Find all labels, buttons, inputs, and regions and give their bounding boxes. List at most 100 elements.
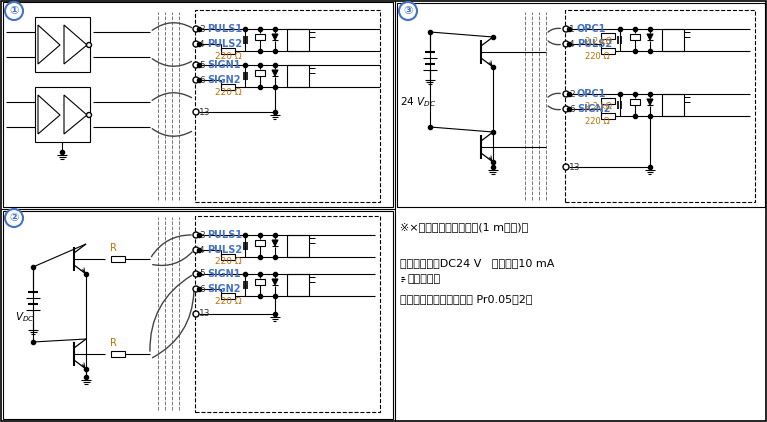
Text: 使用开路集极时推荐设定 Pr0.05＝2。: 使用开路集极时推荐设定 Pr0.05＝2。 [400, 294, 532, 304]
Polygon shape [38, 25, 60, 64]
Text: PULS2: PULS2 [577, 39, 612, 49]
Polygon shape [272, 70, 278, 76]
Bar [287, 65, 309, 87]
Text: 220 Ω: 220 Ω [215, 257, 242, 267]
Bar [195, 216, 380, 412]
Text: SIGN1: SIGN1 [207, 269, 241, 279]
Bar [35, 87, 90, 142]
Text: 1: 1 [569, 24, 574, 33]
Circle shape [193, 271, 199, 277]
Text: $V_{DC}$: $V_{DC}$ [15, 310, 35, 324]
Circle shape [563, 106, 569, 112]
Text: 4: 4 [199, 246, 205, 254]
Polygon shape [272, 34, 278, 40]
Text: 6: 6 [199, 76, 205, 84]
Circle shape [193, 247, 199, 253]
Text: 220 Ω: 220 Ω [585, 51, 610, 60]
Bar [662, 94, 684, 116]
Text: ※×配线长度，请控制在(1 m以内)。: ※×配线长度，请控制在(1 m以内)。 [400, 222, 528, 232]
Text: PULS1: PULS1 [207, 230, 242, 240]
Circle shape [563, 164, 569, 170]
Bar [221, 254, 235, 260]
Text: ①: ① [9, 6, 18, 16]
Bar [630, 34, 640, 40]
Bar [111, 256, 125, 262]
Text: 220 Ω: 220 Ω [215, 297, 242, 306]
Bar [601, 98, 615, 104]
Circle shape [193, 41, 199, 47]
Text: 4: 4 [569, 40, 574, 49]
Text: SIGN1: SIGN1 [207, 60, 241, 70]
Circle shape [193, 286, 199, 292]
Circle shape [87, 43, 91, 48]
Circle shape [193, 26, 199, 32]
Circle shape [193, 232, 199, 238]
Text: 220 Ω: 220 Ω [215, 87, 242, 97]
Circle shape [193, 109, 199, 115]
Text: PULS1: PULS1 [207, 24, 242, 34]
Text: ②: ② [9, 213, 18, 223]
Bar [565, 10, 755, 202]
Text: 为双绞线。: 为双绞线。 [408, 274, 441, 284]
Polygon shape [647, 99, 653, 105]
Bar [601, 113, 615, 119]
Bar [662, 29, 684, 51]
Text: SIGN2: SIGN2 [207, 284, 241, 294]
Circle shape [193, 77, 199, 83]
Text: R: R [110, 338, 117, 348]
Text: 5: 5 [199, 60, 205, 70]
Polygon shape [272, 240, 278, 246]
Text: 2.2 kΩ: 2.2 kΩ [585, 36, 612, 46]
Polygon shape [64, 25, 87, 64]
Text: OPC1: OPC1 [577, 89, 607, 99]
Polygon shape [647, 34, 653, 40]
Bar [255, 70, 265, 76]
Circle shape [87, 113, 91, 117]
Text: 5: 5 [199, 270, 205, 279]
Text: 220 Ω: 220 Ω [585, 116, 610, 125]
Polygon shape [38, 95, 60, 134]
Text: ③: ③ [403, 6, 413, 16]
Text: 13: 13 [199, 108, 210, 116]
Text: 3: 3 [199, 24, 205, 33]
Bar [3, 211, 393, 419]
Bar [601, 48, 615, 54]
Bar [287, 29, 309, 51]
Text: SIGN2: SIGN2 [577, 104, 611, 114]
Text: 4: 4 [199, 40, 205, 49]
Bar [221, 293, 235, 299]
Bar [397, 3, 765, 207]
Bar [255, 34, 265, 40]
Polygon shape [64, 95, 87, 134]
Text: 24 $V_{DC}$: 24 $V_{DC}$ [400, 95, 436, 109]
Bar [111, 351, 125, 357]
Text: 6: 6 [569, 105, 574, 114]
Circle shape [5, 209, 23, 227]
Circle shape [193, 311, 199, 317]
Circle shape [563, 26, 569, 32]
Text: R: R [110, 243, 117, 253]
Text: OPC1: OPC1 [577, 24, 607, 34]
Circle shape [399, 2, 417, 20]
Bar [287, 274, 309, 296]
Text: 最大输入电压DC24 V   额定电洐10 mA: 最大输入电压DC24 V 额定电洐10 mA [400, 258, 555, 268]
Circle shape [563, 41, 569, 47]
Text: 13: 13 [199, 309, 210, 319]
Text: 220 Ω: 220 Ω [215, 51, 242, 60]
Polygon shape [272, 279, 278, 285]
Bar [3, 2, 393, 207]
Text: PULS2: PULS2 [207, 39, 242, 49]
Bar [255, 240, 265, 246]
Text: 3: 3 [199, 230, 205, 240]
Text: 13: 13 [569, 162, 581, 171]
Text: 2.2 kΩ: 2.2 kΩ [585, 102, 612, 111]
Circle shape [5, 2, 23, 20]
Bar [195, 10, 380, 202]
Bar [35, 17, 90, 72]
Bar [221, 84, 235, 90]
Bar [287, 235, 309, 257]
Text: SIGN2: SIGN2 [207, 75, 241, 85]
Bar [255, 279, 265, 285]
Bar [630, 99, 640, 105]
Bar [601, 33, 615, 39]
